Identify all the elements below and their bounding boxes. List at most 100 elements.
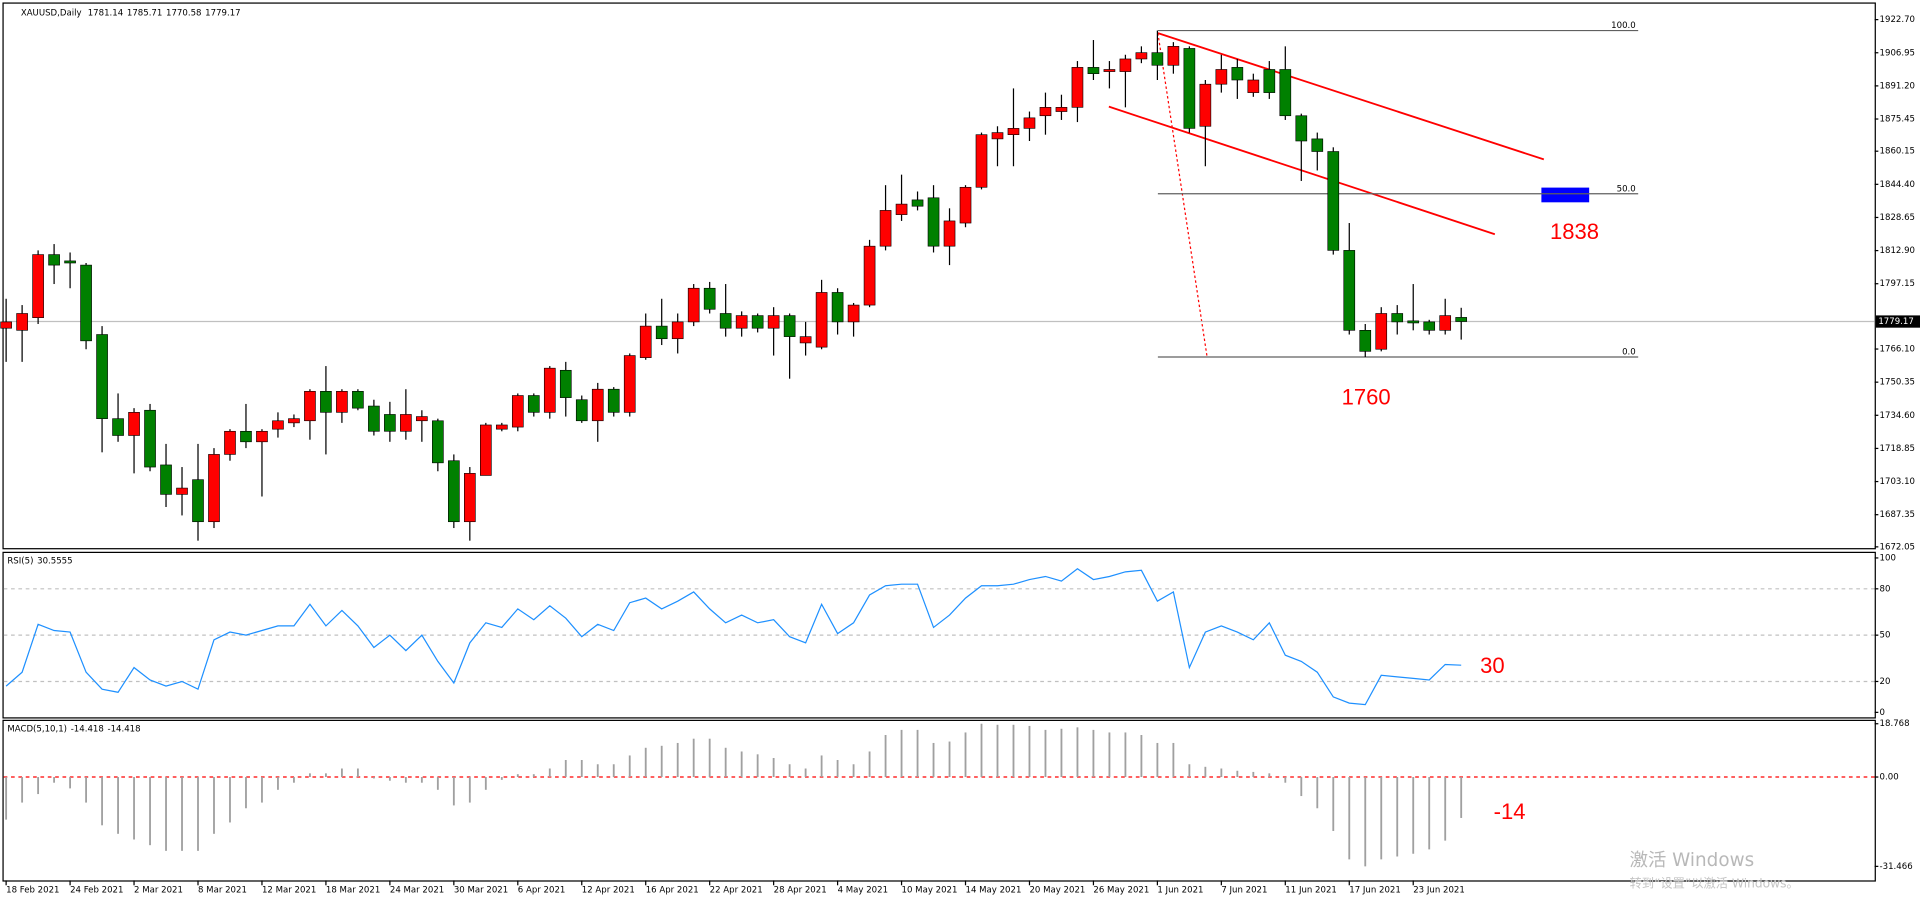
candle-body <box>1167 46 1180 66</box>
candle-body <box>432 420 444 464</box>
rsi-line <box>5 567 1462 706</box>
candle-body <box>831 292 844 323</box>
y-tick-label: 100 <box>1880 553 1896 563</box>
candle-body <box>735 315 748 329</box>
candle-body <box>559 369 572 398</box>
candle-body <box>128 412 140 436</box>
candle-body <box>1103 69 1116 72</box>
x-tick-label: 24 Feb 2021 <box>70 886 123 896</box>
x-tick-label: 8 Mar 2021 <box>198 886 247 896</box>
candle-body <box>911 199 924 207</box>
x-tick-label: 10 May 2021 <box>902 886 958 896</box>
y-tick-label: 1922.70 <box>1880 15 1915 25</box>
candle-body <box>192 479 204 523</box>
open: 1781.14 <box>88 8 123 18</box>
candle-body <box>767 315 780 329</box>
candle-body <box>1151 52 1164 66</box>
candle-body <box>384 414 396 432</box>
y-tick-label: 80 <box>1880 584 1891 594</box>
high: 1785.71 <box>127 8 162 18</box>
candle-body <box>1023 117 1036 129</box>
macd-signal: -14.418 <box>107 724 140 734</box>
candle-body <box>1199 83 1212 127</box>
candle-body <box>96 334 108 419</box>
candle-body <box>320 391 332 413</box>
candle-body <box>1263 69 1276 93</box>
candle-body <box>160 464 172 495</box>
candle-body <box>1343 250 1356 331</box>
y-tick-label: 50 <box>1880 631 1891 641</box>
candle-body <box>607 388 620 413</box>
candle-body <box>240 430 252 443</box>
candle-body <box>80 264 92 342</box>
y-tick-label: 1750.35 <box>1880 378 1915 388</box>
candle-body <box>1231 67 1244 81</box>
x-tick-label: 18 Mar 2021 <box>326 886 380 896</box>
x-tick-label: 24 Mar 2021 <box>390 886 444 896</box>
candle-body <box>1279 69 1292 117</box>
candle-body <box>1071 67 1084 108</box>
candle-body <box>16 313 28 331</box>
y-tick-label: 18.768 <box>1880 719 1910 729</box>
candle-body <box>1087 67 1100 74</box>
candle-body <box>975 134 988 188</box>
price-label-box <box>1875 315 1920 328</box>
candle-body <box>1455 317 1468 322</box>
candle-body <box>272 420 284 430</box>
watermark: 转到“设置”以激活 Windows。 <box>1630 876 1799 891</box>
main-header: XAUUSD,Daily 1781.14 1785.71 1770.58 1779.17 <box>21 8 241 18</box>
y-tick-label: 1891.20 <box>1880 81 1915 91</box>
annotation: 1838 <box>1550 219 1599 244</box>
y-tick-label: 1828.65 <box>1880 213 1915 223</box>
candle-body <box>1327 151 1340 251</box>
candle-body <box>751 315 764 329</box>
low: 1770.58 <box>166 8 201 18</box>
candle-body <box>511 395 524 428</box>
rsi-name: RSI(5) <box>7 556 33 566</box>
rsi-header: RSI(5) 30.5555 <box>7 556 72 566</box>
candle-body <box>895 203 908 215</box>
candle-body <box>336 391 348 413</box>
y-tick-label: 1797.15 <box>1880 279 1915 289</box>
main-panel-frame <box>2 2 1876 550</box>
y-tick-label: 1906.95 <box>1880 48 1915 58</box>
candle-body <box>847 304 860 323</box>
x-tick-label: 26 May 2021 <box>1093 886 1149 896</box>
candle-body <box>0 321 12 329</box>
candle-body <box>352 391 364 409</box>
y-tick-label: 1672.05 <box>1880 542 1915 552</box>
y-tick-label: 0.00 <box>1880 773 1899 783</box>
symbol: XAUUSD,Daily <box>21 8 82 18</box>
candle-body <box>224 430 236 455</box>
candle-body <box>1007 128 1020 135</box>
fib-label: 0.0 <box>1622 348 1636 358</box>
candle-body <box>799 336 812 344</box>
candle-body <box>1135 52 1148 60</box>
y-tick-label: 1812.90 <box>1880 246 1915 256</box>
candle-body <box>32 254 44 318</box>
macd-panel-frame <box>2 719 1876 882</box>
candle-body <box>1039 107 1052 117</box>
candle-body <box>208 454 220 523</box>
x-tick-label: 1 Jun 2021 <box>1157 886 1203 896</box>
candle-body <box>416 416 428 422</box>
candle-body <box>703 287 716 310</box>
close: 1779.17 <box>205 8 240 18</box>
annotation: 30 <box>1480 653 1505 678</box>
candle-body <box>1119 58 1132 72</box>
candle-body <box>1423 321 1436 331</box>
candle-body <box>527 395 540 413</box>
rsi-value: 30.5555 <box>37 556 72 566</box>
x-tick-label: 4 May 2021 <box>838 886 888 896</box>
candle-body <box>687 287 700 323</box>
x-tick-label: 16 Apr 2021 <box>646 886 699 896</box>
macd-header: MACD(5,10,1) -14.418 -14.418 <box>7 724 140 734</box>
candle-body <box>623 355 636 413</box>
candle-body <box>64 260 76 264</box>
candle-body <box>543 367 556 413</box>
macd-value: -14.418 <box>71 724 104 734</box>
candle-body <box>448 460 460 523</box>
x-tick-label: 28 Apr 2021 <box>774 886 827 896</box>
